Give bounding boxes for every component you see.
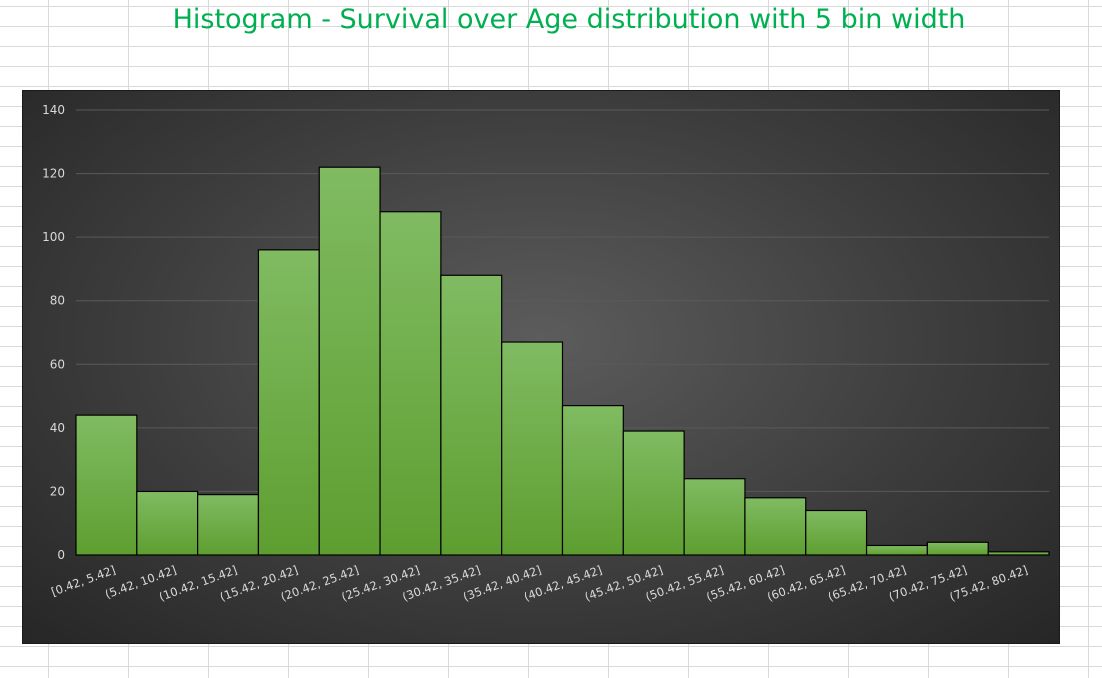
histogram-bar[interactable] — [197, 494, 260, 556]
y-tick-label: 60 — [50, 357, 65, 371]
y-axis-tick-labels: 0 20 40 60 80 100 120 140 — [42, 103, 65, 562]
chart-area[interactable]: 0 20 40 60 80 100 120 140 [0.42, 5.42] (5.42, 10… — [22, 90, 1060, 644]
y-tick-label: 20 — [50, 484, 65, 498]
histogram-bar[interactable] — [257, 249, 320, 556]
histogram-bar[interactable] — [744, 497, 807, 556]
histogram-bar[interactable] — [987, 551, 1050, 556]
y-tick-label: 0 — [57, 548, 65, 562]
histogram-bar[interactable] — [318, 166, 381, 556]
histogram-bar[interactable] — [622, 430, 685, 556]
histogram-bar[interactable] — [865, 544, 928, 556]
histogram-bar[interactable] — [561, 405, 624, 556]
chart-title: Histogram - Survival over Age distributi… — [172, 4, 966, 35]
y-tick-label: 140 — [42, 103, 65, 117]
histogram-bar[interactable] — [683, 478, 746, 556]
histogram-bar[interactable] — [440, 274, 503, 556]
y-tick-label: 120 — [42, 167, 65, 181]
histogram-bar[interactable] — [379, 211, 442, 556]
y-tick-label: 80 — [50, 294, 65, 308]
histogram-chart: 0 20 40 60 80 100 120 140 [0.42, 5.42](5.42, 10… — [42, 103, 1050, 604]
y-tick-label: 100 — [42, 230, 65, 244]
y-tick-label: 40 — [50, 421, 65, 435]
histogram-bar[interactable] — [501, 341, 564, 556]
histogram-bar[interactable] — [136, 490, 199, 556]
bars — [75, 166, 1050, 556]
histogram-bar[interactable] — [75, 414, 138, 556]
x-axis-tick-labels: [0.42, 5.42](5.42, 10.42](10.42, 15.42](… — [49, 563, 1029, 604]
histogram-bar[interactable] — [805, 509, 868, 556]
histogram-bar[interactable] — [926, 541, 989, 556]
